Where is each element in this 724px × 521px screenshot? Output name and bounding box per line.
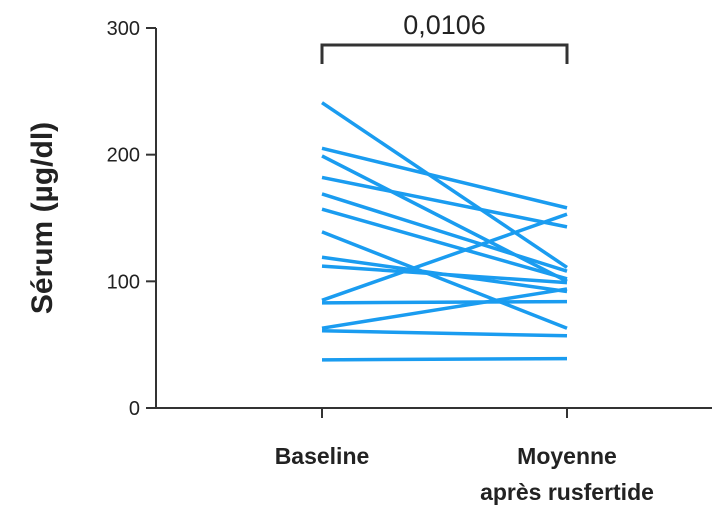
paired-series-line — [321, 101, 568, 269]
significance-bracket — [320, 43, 569, 64]
axes — [155, 28, 712, 409]
series-lines — [321, 101, 568, 362]
paired-series-line — [321, 192, 568, 273]
y-ticks: 0 100 200 300 — [107, 18, 156, 420]
paired-series-line — [321, 154, 568, 283]
y-axis-label: Sérum (µg/dl) — [26, 122, 59, 314]
y-tick-label: 0 — [129, 398, 140, 420]
x-ticks: Baseline Moyenne après rusfertide — [275, 408, 654, 505]
paired-series-line — [321, 207, 568, 281]
paired-series-line — [321, 328, 568, 338]
paired-series-line — [321, 175, 568, 229]
y-tick-label: 200 — [107, 145, 140, 167]
paired-series-line — [321, 230, 568, 330]
y-tick-label: 100 — [107, 271, 140, 293]
paired-series-line — [321, 212, 568, 302]
x-category-label: Baseline — [275, 443, 370, 469]
paired-series-line — [321, 299, 568, 305]
significance-annotation: 0,0106 — [320, 10, 569, 64]
paired-series-line — [321, 264, 568, 285]
paired-series-line — [321, 287, 568, 330]
paired-series-line — [321, 146, 568, 210]
x-category-label: Moyenne — [517, 443, 617, 469]
x-category-label: après rusfertide — [480, 479, 654, 505]
paired-series-line — [321, 356, 568, 362]
y-tick-label: 300 — [107, 18, 140, 40]
p-value-label: 0,0106 — [403, 10, 486, 40]
